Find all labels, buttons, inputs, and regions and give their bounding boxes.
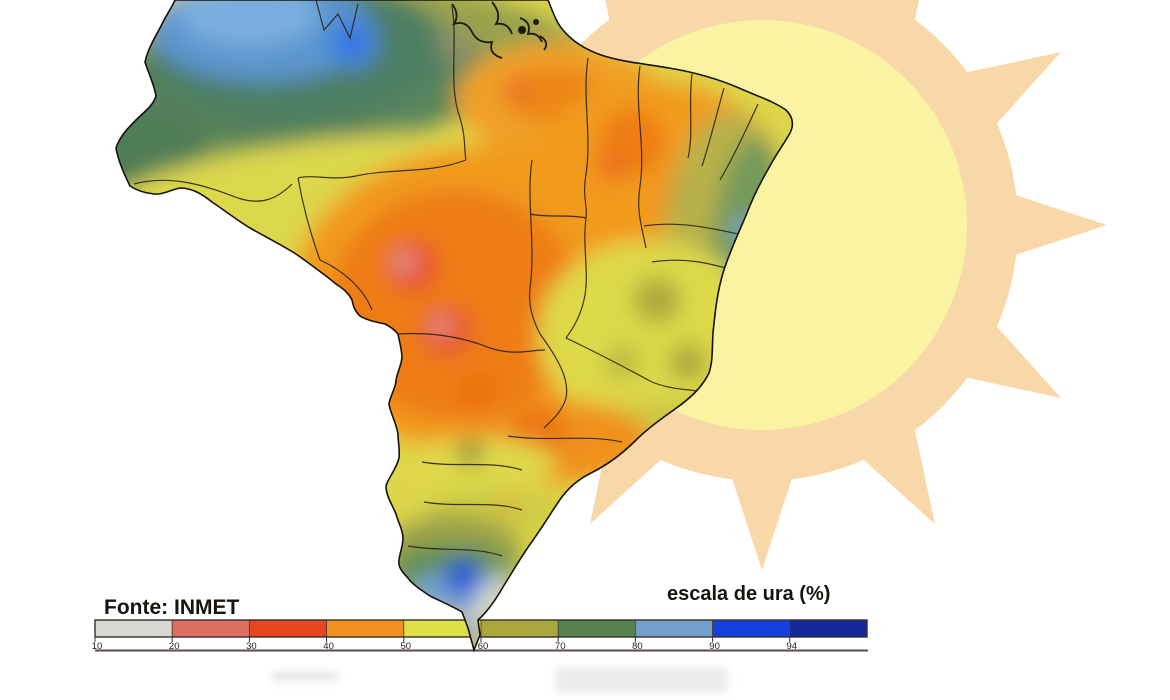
legend-axis-line xyxy=(95,649,868,652)
legend-tick-marks xyxy=(94,637,791,642)
legend-tick-label: 10 xyxy=(92,641,103,652)
brazil-outline xyxy=(115,0,794,653)
state-borders xyxy=(133,0,759,557)
legend-swatches xyxy=(94,619,868,638)
color-scale-legend: 10 20 30 40 50 60 70 80 90 94 xyxy=(92,619,868,652)
river-delta-lines xyxy=(451,1,548,59)
legend-tick-label: 90 xyxy=(709,641,720,652)
legend-swatch xyxy=(712,619,791,638)
legend-tick-label: 20 xyxy=(169,641,180,652)
legend-swatch xyxy=(789,619,868,638)
legend-swatch xyxy=(635,619,714,638)
legend-tick-label: 50 xyxy=(401,641,412,652)
legend-swatch xyxy=(171,619,250,638)
legend-swatch xyxy=(248,619,327,638)
legend-tick-label: 94 xyxy=(787,641,798,652)
legend-tick-label: 30 xyxy=(246,641,257,652)
legend-tick-label: 80 xyxy=(632,641,643,652)
legend-swatch xyxy=(557,619,636,638)
legend-swatch xyxy=(94,619,173,638)
legend-swatch xyxy=(326,619,405,638)
legend-tick-label: 40 xyxy=(323,641,334,652)
legend-tick-label: 60 xyxy=(478,641,489,652)
source-label: Fonte: INMET xyxy=(104,596,239,619)
ghost-smudges xyxy=(272,667,728,693)
legend-tick-labels: 10 20 30 40 50 60 70 80 90 94 xyxy=(92,641,797,652)
scale-title: escala de ura (%) xyxy=(667,583,830,605)
legend-tick-label: 70 xyxy=(555,641,566,652)
legend-swatch xyxy=(480,619,559,638)
